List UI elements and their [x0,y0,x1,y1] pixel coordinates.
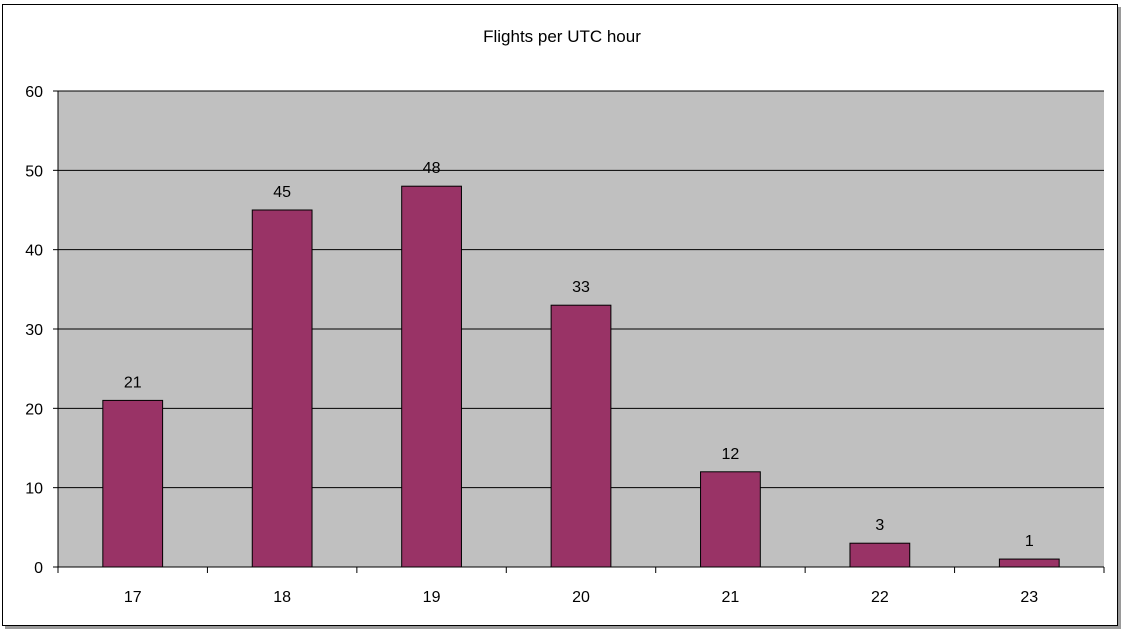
bar-19 [401,185,462,568]
data-label: 48 [423,160,441,177]
bar-23 [998,558,1060,568]
y-tick-label: 60 [25,84,43,101]
y-tick-label: 40 [25,243,43,260]
data-label: 21 [124,374,142,391]
data-labels: 21 45 48 33 12 3 1 [124,160,1034,550]
x-tick-label: 17 [124,589,142,606]
y-tick-label: 20 [25,401,43,418]
x-axis-ticks: 17 18 19 20 21 22 23 [57,567,1105,606]
x-tick-label: 21 [722,589,740,606]
x-tick-label: 20 [572,589,590,606]
bar-22 [849,542,911,568]
chart-title: Flights per UTC hour [483,27,641,46]
x-tick-label: 18 [273,589,291,606]
data-label: 45 [273,184,291,201]
x-tick-label: 19 [423,589,441,606]
y-axis-ticks: 0 10 20 30 40 50 60 [25,84,58,577]
x-tick-label: 22 [871,589,889,606]
y-tick-label: 30 [25,322,43,339]
data-label: 3 [875,517,884,534]
bar-17 [102,399,164,568]
data-label: 1 [1025,533,1034,550]
data-label: 33 [572,279,590,296]
y-tick-label: 10 [25,481,43,498]
bar-18 [251,209,313,568]
bars [102,185,1060,568]
x-tick-label: 23 [1020,589,1038,606]
y-tick-label: 0 [34,560,43,577]
bar-20 [550,304,612,568]
y-tick-label: 50 [25,163,43,180]
data-label: 12 [722,446,740,463]
bar-21 [700,471,761,568]
